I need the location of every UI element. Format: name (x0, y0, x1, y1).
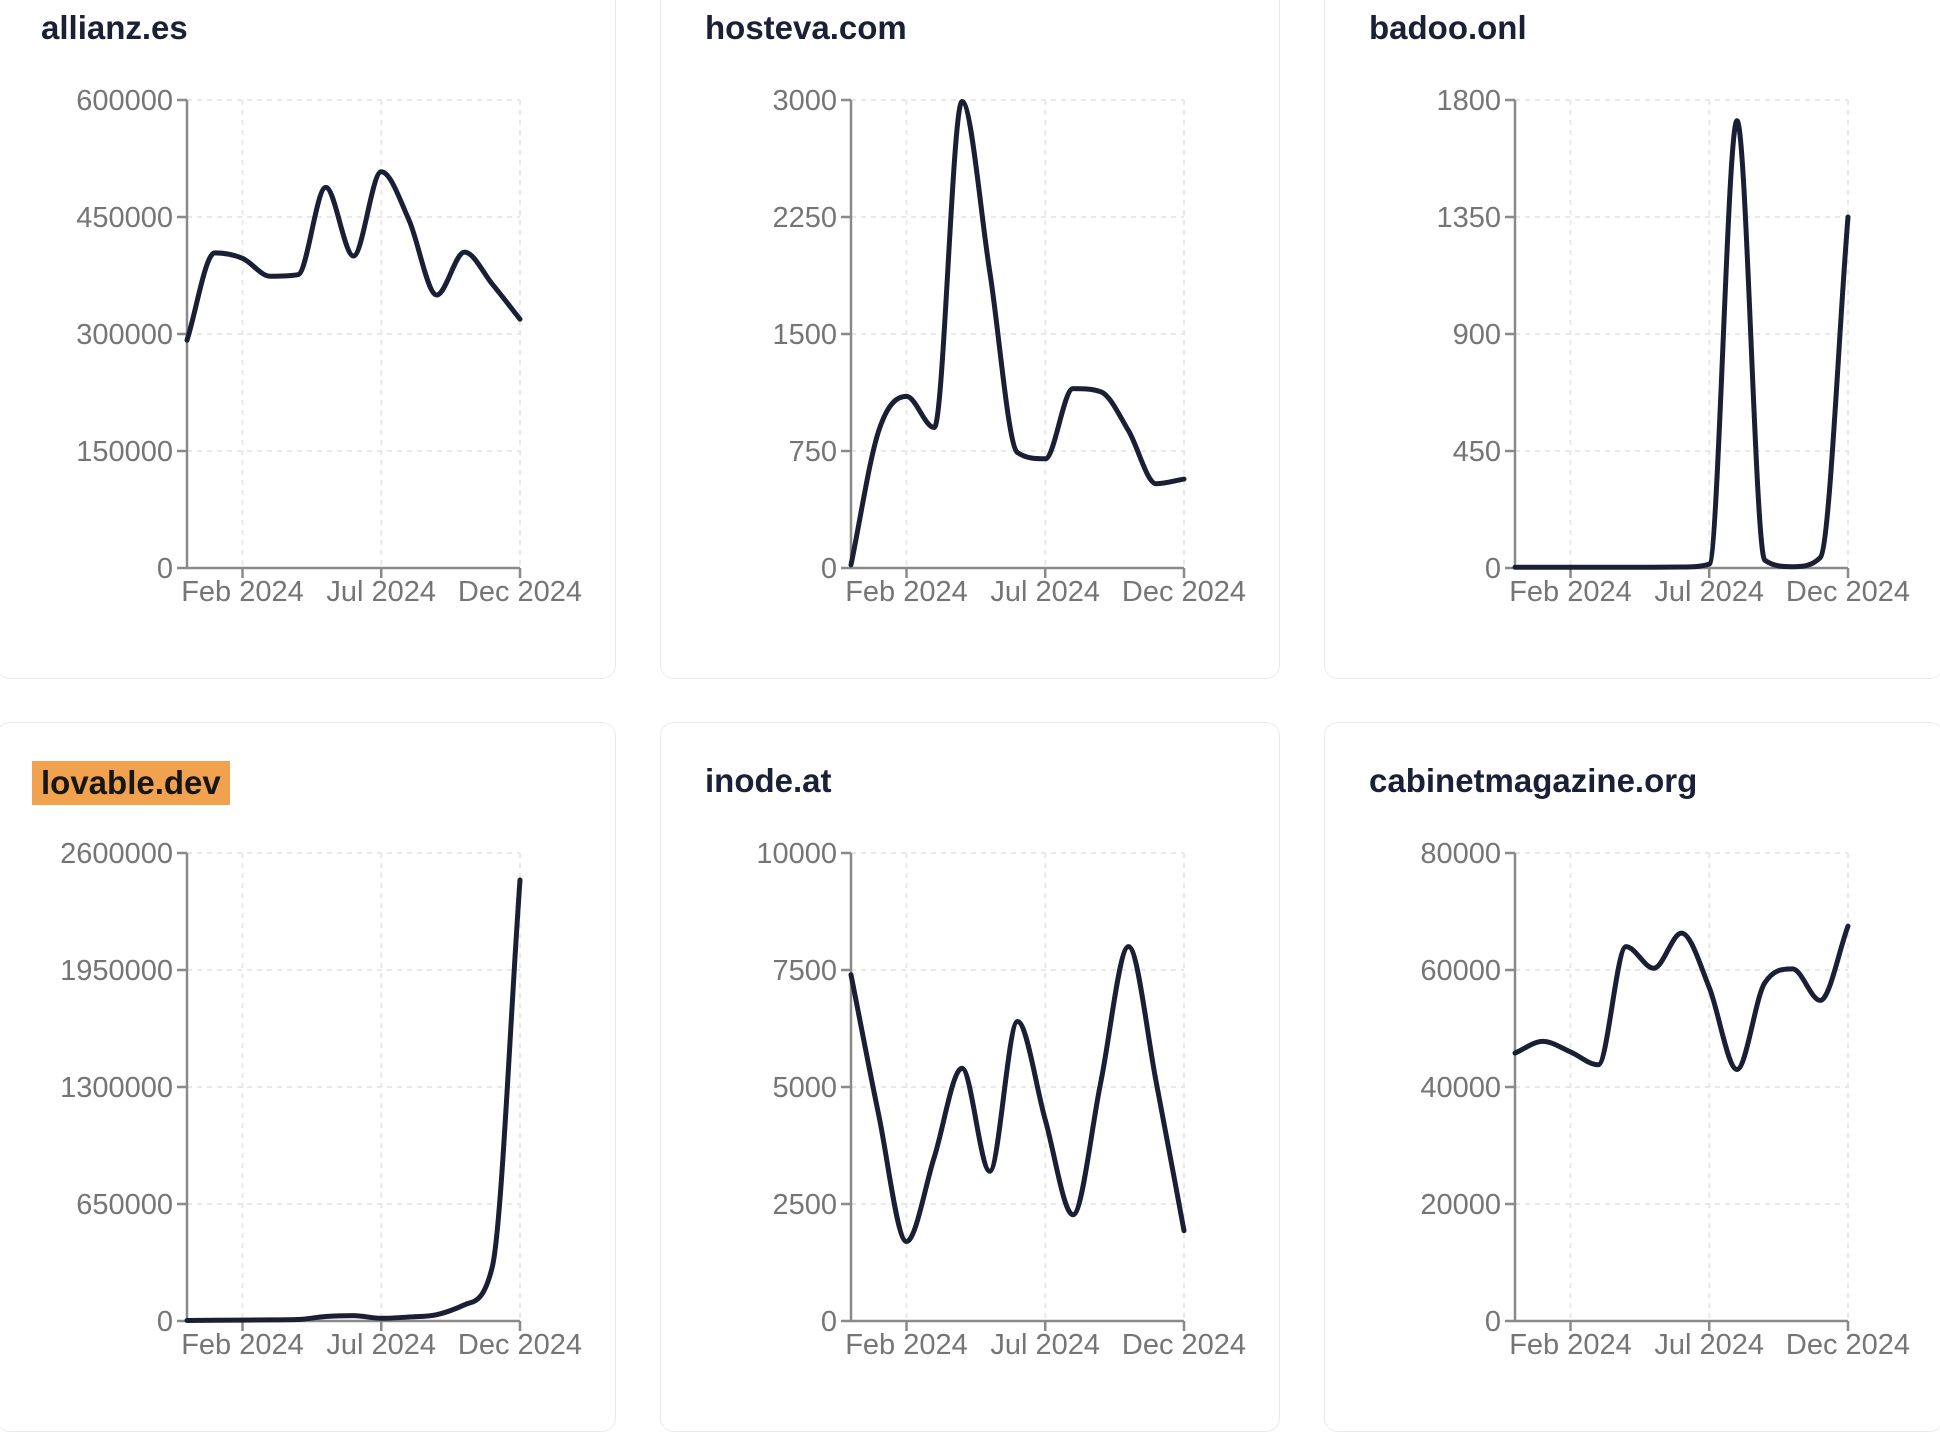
domain-link[interactable]: cabinetmagazine.org (1369, 762, 1698, 799)
traffic-line-chart: 0 650000 1300000 1950000 2600000 Feb 2024 Jul … (60, 838, 582, 1361)
svg-text:Feb 2024: Feb 2024 (1509, 576, 1632, 608)
svg-text:450: 450 (1453, 436, 1501, 468)
svg-text:Dec 2024: Dec 2024 (458, 1329, 582, 1361)
chart-title: inode.at (705, 761, 832, 801)
domain-link[interactable]: allianz.es (41, 9, 188, 46)
svg-text:0: 0 (157, 553, 173, 585)
svg-text:10000: 10000 (756, 838, 837, 870)
chart-title: badoo.onl (1369, 8, 1527, 48)
svg-text:3000: 3000 (772, 85, 837, 117)
traffic-line-chart: 0 150000 300000 450000 600000 Feb 2024 Jul 202… (76, 85, 582, 608)
svg-text:0: 0 (1485, 1306, 1501, 1338)
svg-text:750: 750 (789, 436, 837, 468)
svg-text:450000: 450000 (76, 202, 173, 234)
svg-text:Dec 2024: Dec 2024 (1122, 1329, 1246, 1361)
svg-text:Dec 2024: Dec 2024 (1122, 576, 1246, 608)
svg-text:Jul 2024: Jul 2024 (1654, 576, 1764, 608)
svg-text:80000: 80000 (1420, 838, 1501, 870)
domain-link[interactable]: hosteva.com (705, 9, 907, 46)
svg-text:20000: 20000 (1420, 1189, 1501, 1221)
svg-text:1300000: 1300000 (60, 1072, 173, 1104)
chart-card-badoo: badoo.onl 0 450 900 1350 1800 Feb 2024 Jul 202… (1324, 0, 1940, 679)
domain-link[interactable]: badoo.onl (1369, 9, 1527, 46)
domain-link[interactable]: inode.at (705, 762, 832, 799)
traffic-line-chart: 0 20000 40000 60000 80000 Feb 2024 Jul 2024 Dec… (1420, 838, 1910, 1361)
svg-text:0: 0 (157, 1306, 173, 1338)
svg-text:0: 0 (821, 553, 837, 585)
svg-text:900: 900 (1453, 319, 1501, 351)
chart-title: cabinetmagazine.org (1369, 761, 1697, 801)
svg-text:Dec 2024: Dec 2024 (458, 576, 582, 608)
svg-text:Feb 2024: Feb 2024 (845, 576, 968, 608)
svg-text:40000: 40000 (1420, 1072, 1501, 1104)
chart-card-cabinetmagazine: cabinetmagazine.org 0 20000 40000 60000 8000… (1324, 722, 1940, 1432)
svg-text:2500: 2500 (772, 1189, 837, 1221)
svg-text:Dec 2024: Dec 2024 (1786, 576, 1910, 608)
svg-text:Jul 2024: Jul 2024 (326, 1329, 436, 1361)
chart-card-lovable: lovable.dev 0 650000 1300000 1950000 2600000… (0, 722, 616, 1432)
traffic-line-chart: 0 750 1500 2250 3000 Feb 2024 Jul 2024 Dec 2024 (772, 85, 1246, 608)
svg-text:1500: 1500 (772, 319, 837, 351)
chart-title: lovable.dev (32, 761, 230, 805)
svg-text:5000: 5000 (772, 1072, 837, 1104)
svg-text:Jul 2024: Jul 2024 (326, 576, 436, 608)
traffic-line-chart: 0 450 900 1350 1800 Feb 2024 Jul 2024 Dec 2024 (1436, 85, 1910, 608)
svg-text:0: 0 (821, 1306, 837, 1338)
svg-text:Jul 2024: Jul 2024 (1654, 1329, 1764, 1361)
svg-text:300000: 300000 (76, 319, 173, 351)
svg-text:1800: 1800 (1436, 85, 1501, 117)
svg-text:1350: 1350 (1436, 202, 1501, 234)
chart-card-allianz: allianz.es 0 150000 300000 450000 600000 Feb … (0, 0, 616, 679)
svg-text:Feb 2024: Feb 2024 (181, 1329, 304, 1361)
svg-text:2600000: 2600000 (60, 838, 173, 870)
traffic-line-chart: 0 2500 5000 7500 10000 Feb 2024 Jul 2024 Dec 20… (756, 838, 1246, 1361)
svg-text:600000: 600000 (76, 85, 173, 117)
svg-text:60000: 60000 (1420, 955, 1501, 987)
chart-title: hosteva.com (705, 8, 907, 48)
svg-text:650000: 650000 (76, 1189, 173, 1221)
chart-card-hosteva: hosteva.com 0 750 1500 2250 3000 Feb 2024 Jul … (660, 0, 1280, 679)
svg-text:150000: 150000 (76, 436, 173, 468)
svg-text:Jul 2024: Jul 2024 (990, 1329, 1100, 1361)
svg-text:Feb 2024: Feb 2024 (181, 576, 304, 608)
svg-text:Jul 2024: Jul 2024 (990, 576, 1100, 608)
svg-text:Feb 2024: Feb 2024 (1509, 1329, 1632, 1361)
svg-text:Feb 2024: Feb 2024 (845, 1329, 968, 1361)
chart-card-inode: inode.at 0 2500 5000 7500 10000 Feb 2024 Jul 2… (660, 722, 1280, 1432)
svg-text:Dec 2024: Dec 2024 (1786, 1329, 1910, 1361)
svg-text:0: 0 (1485, 553, 1501, 585)
svg-text:2250: 2250 (772, 202, 837, 234)
svg-text:1950000: 1950000 (60, 955, 173, 987)
domain-link[interactable]: lovable.dev (32, 761, 230, 805)
chart-title: allianz.es (41, 8, 188, 48)
svg-text:7500: 7500 (772, 955, 837, 987)
